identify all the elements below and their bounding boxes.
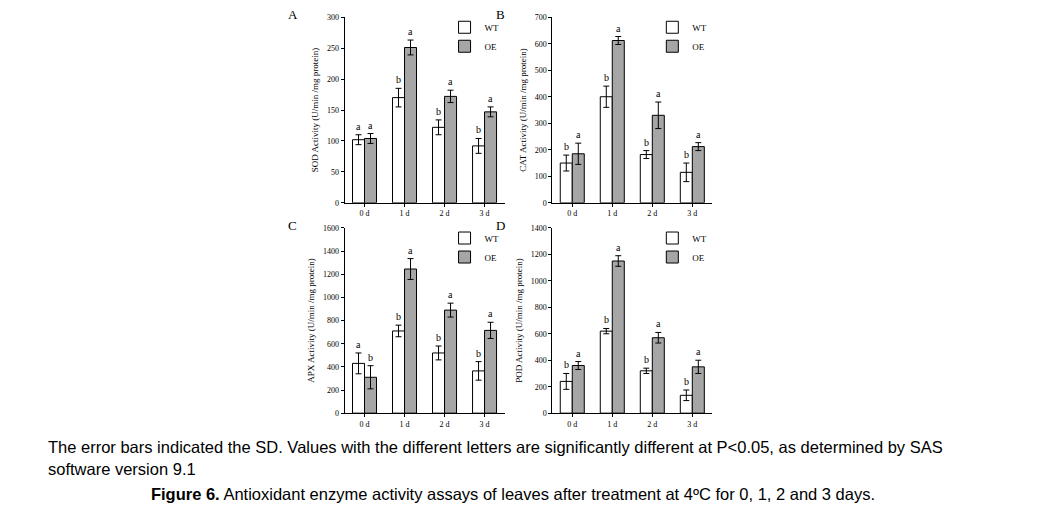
svg-text:WT: WT <box>485 234 499 244</box>
svg-text:WT: WT <box>692 23 706 33</box>
svg-text:1 d: 1 d <box>607 420 617 429</box>
svg-text:1 d: 1 d <box>607 209 617 218</box>
svg-text:b: b <box>604 72 609 83</box>
svg-text:OE: OE <box>485 42 497 52</box>
svg-text:POD Activity (U/min /mg protei: POD Activity (U/min /mg protein) <box>514 258 524 383</box>
svg-text:1000: 1000 <box>323 293 339 302</box>
svg-text:CAT Activity (U/min /mg protei: CAT Activity (U/min /mg protein) <box>518 48 528 171</box>
svg-text:a: a <box>408 26 413 37</box>
svg-text:OE: OE <box>485 253 497 263</box>
svg-text:150: 150 <box>327 106 339 115</box>
svg-text:0 d: 0 d <box>360 209 370 218</box>
svg-text:400: 400 <box>327 363 339 372</box>
svg-text:a: a <box>576 129 581 140</box>
svg-text:a: a <box>356 339 361 350</box>
svg-text:1600: 1600 <box>323 224 339 233</box>
svg-text:b: b <box>436 106 441 117</box>
svg-text:0: 0 <box>543 199 547 208</box>
svg-text:OE: OE <box>692 253 704 263</box>
svg-text:a: a <box>616 23 621 34</box>
svg-text:3 d: 3 d <box>687 420 697 429</box>
svg-text:a: a <box>696 129 701 140</box>
svg-text:a: a <box>488 308 493 319</box>
svg-text:b: b <box>368 352 373 363</box>
svg-text:b: b <box>436 332 441 343</box>
svg-text:a: a <box>696 346 701 357</box>
svg-text:3 d: 3 d <box>687 209 697 218</box>
svg-text:D: D <box>496 218 505 233</box>
svg-text:b: b <box>644 137 649 148</box>
svg-text:b: b <box>476 348 481 359</box>
svg-text:A: A <box>288 7 298 22</box>
svg-text:0 d: 0 d <box>360 420 370 429</box>
svg-text:250: 250 <box>327 44 339 53</box>
svg-text:0 d: 0 d <box>567 420 577 429</box>
svg-text:1000: 1000 <box>531 277 547 286</box>
svg-text:a: a <box>448 289 453 300</box>
svg-text:a: a <box>576 348 581 359</box>
svg-text:2 d: 2 d <box>647 420 657 429</box>
svg-text:b: b <box>684 376 689 387</box>
svg-text:WT: WT <box>692 234 706 244</box>
svg-text:1400: 1400 <box>323 247 339 256</box>
svg-text:600: 600 <box>327 340 339 349</box>
svg-text:200: 200 <box>327 75 339 84</box>
svg-text:700: 700 <box>535 13 547 22</box>
svg-text:400: 400 <box>535 356 547 365</box>
svg-text:b: b <box>396 311 401 322</box>
svg-text:300: 300 <box>535 119 547 128</box>
svg-text:a: a <box>448 76 453 87</box>
svg-text:B: B <box>496 7 505 22</box>
svg-text:1 d: 1 d <box>400 209 410 218</box>
svg-text:1400: 1400 <box>531 224 547 233</box>
svg-text:b: b <box>644 354 649 365</box>
svg-text:2 d: 2 d <box>440 209 450 218</box>
svg-text:3 d: 3 d <box>480 420 490 429</box>
svg-text:0 d: 0 d <box>567 209 577 218</box>
html-text:Figure 6. Antioxidant enzyme a: Figure 6. Antioxidant enzyme activity as… <box>150 485 876 503</box>
svg-text:APX Activity (U/min /mg protei: APX Activity (U/min /mg protein) <box>306 258 316 383</box>
svg-text:1200: 1200 <box>323 270 339 279</box>
svg-text:SOD Activity (U/min /mg protei: SOD Activity (U/min /mg protein) <box>310 48 320 173</box>
svg-text:WT: WT <box>485 23 499 33</box>
svg-text:50: 50 <box>331 168 339 177</box>
svg-text:1 d: 1 d <box>400 420 410 429</box>
svg-text:a: a <box>656 88 661 99</box>
svg-text:C: C <box>288 218 297 233</box>
svg-text:0: 0 <box>543 409 547 418</box>
svg-text:b: b <box>564 359 569 370</box>
html-text:The error bars indicated the S: The error bars indicated the SD. Values … <box>48 438 943 478</box>
svg-text:b: b <box>564 141 569 152</box>
svg-text:200: 200 <box>535 146 547 155</box>
svg-text:600: 600 <box>535 330 547 339</box>
svg-text:OE: OE <box>692 42 704 52</box>
svg-text:a: a <box>616 242 621 253</box>
svg-text:a: a <box>656 318 661 329</box>
svg-text:2 d: 2 d <box>647 209 657 218</box>
svg-text:600: 600 <box>535 39 547 48</box>
svg-text:a: a <box>488 93 493 104</box>
svg-text:200: 200 <box>327 386 339 395</box>
svg-text:3 d: 3 d <box>480 209 490 218</box>
svg-text:0: 0 <box>335 199 339 208</box>
svg-text:800: 800 <box>535 303 547 312</box>
svg-text:100: 100 <box>327 137 339 146</box>
svg-text:500: 500 <box>535 66 547 75</box>
svg-text:a: a <box>356 121 361 132</box>
svg-text:b: b <box>396 74 401 85</box>
svg-text:b: b <box>604 314 609 325</box>
svg-text:a: a <box>408 245 413 256</box>
svg-text:2 d: 2 d <box>440 420 450 429</box>
svg-text:1200: 1200 <box>531 250 547 259</box>
svg-text:b: b <box>684 149 689 160</box>
svg-text:100: 100 <box>535 172 547 181</box>
svg-text:b: b <box>476 124 481 135</box>
svg-text:0: 0 <box>335 409 339 418</box>
svg-text:200: 200 <box>535 383 547 392</box>
svg-text:300: 300 <box>327 13 339 22</box>
svg-text:800: 800 <box>327 316 339 325</box>
svg-text:400: 400 <box>535 93 547 102</box>
svg-text:a: a <box>368 120 373 131</box>
